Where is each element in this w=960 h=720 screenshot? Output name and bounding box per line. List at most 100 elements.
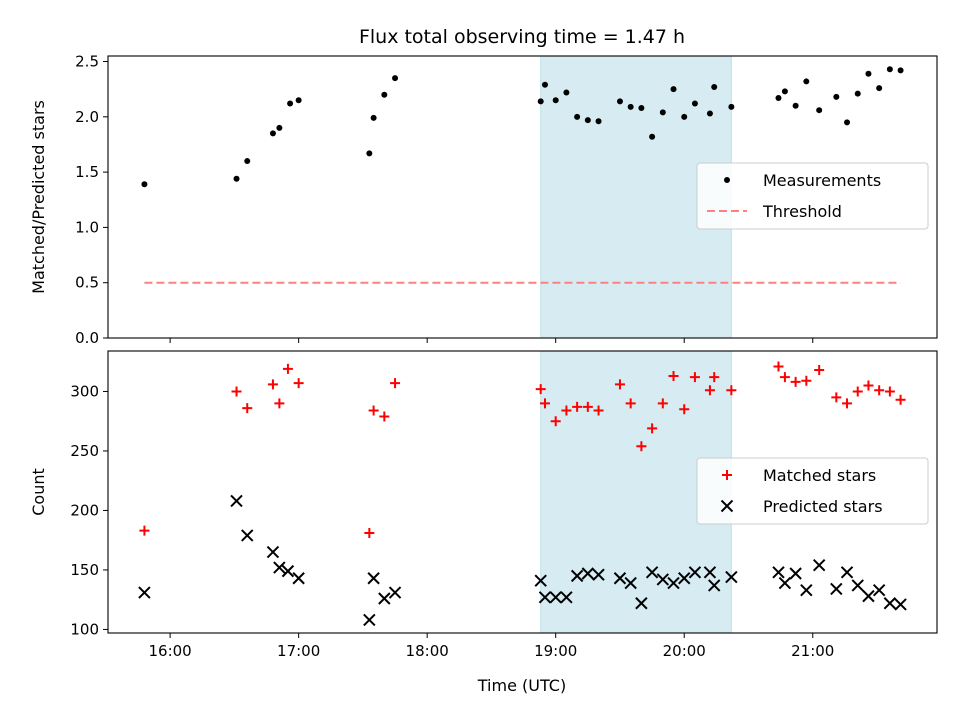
matched-stars-point [242, 403, 253, 414]
matched-stars-point [379, 411, 390, 422]
predicted-stars-point [840, 566, 854, 579]
predicted-stars-point [708, 579, 721, 592]
measurements-point [392, 75, 399, 82]
count-y-axis-label: Count [29, 468, 48, 516]
measurements-point [552, 97, 559, 104]
y-tick-label: 2.5 [75, 53, 99, 71]
measurements-point [844, 119, 851, 126]
measurements-point [775, 95, 782, 102]
legend-label: Measurements [763, 171, 881, 190]
y-tick-label: 0.5 [75, 274, 99, 292]
ratio-panel: 0.0 0.5 1.0 1.5 2.0 2.5 Matched/Predicted sta… [29, 53, 938, 347]
measurements-point [792, 102, 799, 109]
x-tick-label: 19:00 [534, 642, 577, 660]
measurements-point [370, 114, 377, 121]
measurements-point [366, 150, 373, 157]
measurements-point [691, 100, 698, 107]
measurements-point [574, 113, 581, 120]
predicted-stars-point [534, 574, 547, 587]
predicted-stars-point [363, 613, 376, 627]
measurements-point [616, 98, 623, 105]
y-tick-label: 1.5 [75, 163, 99, 181]
measurements-point [876, 85, 883, 92]
predicted-stars-point [241, 529, 254, 542]
predicted-stars-point [230, 494, 243, 508]
predicted-stars-point [388, 586, 402, 599]
matched-stars-point [895, 394, 906, 405]
count-panel-frame [107, 350, 938, 634]
ratio-panel-frame [107, 55, 938, 339]
predicted-stars-point [789, 567, 802, 580]
y-tick-label: 100 [70, 620, 99, 638]
matched-stars-point [801, 375, 812, 386]
predicted-stars-point [862, 589, 875, 603]
measurements-point [897, 67, 904, 74]
legend-box [696, 162, 929, 230]
measurements-point [781, 88, 788, 95]
measurements-point [627, 103, 634, 110]
matched-stars-point [572, 401, 583, 412]
matched-stars-point [852, 386, 863, 397]
matched-stars-point [636, 441, 647, 452]
matched-stars-point [582, 401, 593, 412]
matched-stars-point [231, 386, 242, 397]
measurements-point [269, 130, 276, 137]
matched-stars-point [647, 423, 658, 434]
matched-stars-point [814, 365, 825, 376]
matched-stars-point [539, 398, 550, 409]
measurements-point [595, 118, 602, 125]
predicted-stars-point [645, 566, 659, 579]
ratio-legend: Measurements Threshold [696, 162, 929, 230]
measurements-point [563, 89, 570, 96]
measurements-point [584, 117, 591, 124]
matched-stars-point [657, 398, 668, 409]
ratio-y-axis-label: Matched/Predicted stars [29, 100, 48, 294]
y-tick-label: 1.0 [75, 218, 99, 236]
x-tick-label: 20:00 [663, 642, 706, 660]
measurements-point [244, 158, 251, 165]
matched-stars-point [726, 385, 737, 396]
predicted-stars-point [703, 566, 717, 579]
predicted-stars-point [667, 576, 680, 590]
measurements-point [659, 109, 666, 116]
matched-stars-point [884, 386, 895, 397]
y-tick-label: 300 [70, 382, 99, 400]
predicted-stars-point [894, 598, 907, 611]
matched-stars-point [689, 372, 700, 383]
y-tick-label: 250 [70, 442, 99, 460]
matched-stars-point [593, 405, 604, 416]
x-tick-label: 18:00 [406, 642, 449, 660]
measurements-point [854, 90, 861, 97]
predicted-stars-point [624, 576, 637, 590]
matched-stars-point [614, 379, 625, 390]
predicted-stars-point [830, 582, 843, 596]
measurements-point [681, 113, 688, 120]
predicted-stars-point [273, 561, 286, 574]
legend-handle [724, 177, 730, 183]
measurements-point [537, 98, 544, 105]
predicted-stars-point [538, 591, 552, 604]
predicted-stars-point [883, 597, 897, 610]
predicted-stars-point [635, 597, 648, 610]
matched-stars-point [390, 378, 401, 389]
matched-stars-point [535, 384, 546, 395]
measurements-point [276, 124, 283, 131]
measurements-point [833, 93, 840, 100]
predicted-stars-point [570, 569, 584, 583]
predicted-stars-point [725, 570, 738, 584]
chart-title: Flux total observing time = 1.47 h [359, 26, 685, 48]
matched-stars-point [874, 385, 885, 396]
matched-stars-point [293, 378, 304, 389]
legend-box [696, 457, 929, 525]
predicted-stars-point [613, 572, 627, 585]
predicted-stars-point [851, 579, 864, 592]
matched-stars-point [274, 398, 285, 409]
y-tick-label: 2.0 [75, 108, 99, 126]
legend-handle [720, 499, 734, 513]
predicted-stars-point [266, 545, 280, 559]
matched-stars-point [625, 398, 636, 409]
matched-stars-point [709, 372, 720, 383]
legend-handle [722, 470, 732, 480]
matched-stars-point [773, 361, 784, 372]
